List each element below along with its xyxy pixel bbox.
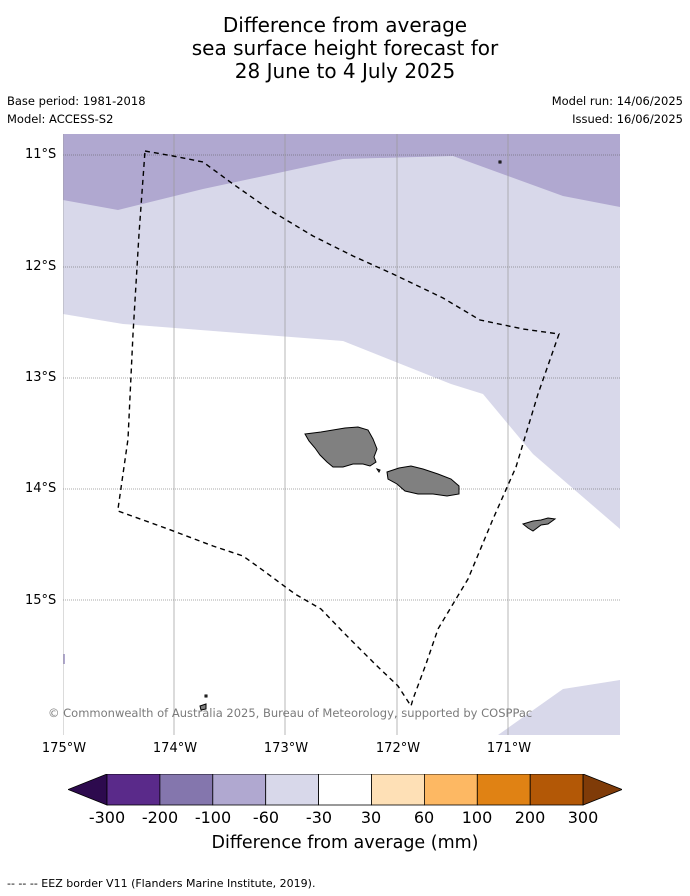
rose-atoll: [199, 703, 207, 711]
latitude-label: 12°S: [25, 259, 57, 274]
colorbar-segment: [529, 774, 584, 806]
colorbar-segment: [423, 774, 478, 806]
colorbar-tick: 200: [514, 808, 546, 827]
colorbar-segment: [265, 774, 319, 806]
colorbar-extend-high: [582, 774, 622, 806]
title-line-3: 28 June to 4 July 2025: [234, 59, 456, 83]
colorbar-tick: 30: [360, 808, 382, 827]
latitude-label: 13°S: [25, 370, 57, 385]
colorbar-tick: 300: [567, 808, 599, 827]
eez-border: [117, 150, 560, 708]
model-text: Model: ACCESS-S2: [7, 112, 114, 126]
colorbar-segment: [159, 774, 214, 806]
latitude-gridlines: [63, 154, 620, 601]
longitude-label: 175°W: [41, 741, 87, 756]
anomaly-zone-west-edge: [63, 654, 65, 664]
upolu-island: [386, 465, 460, 497]
colorbar-segment: [212, 774, 267, 806]
map-canvas: [63, 134, 620, 735]
colorbar-segment: [106, 774, 161, 806]
colorbar-segment: [318, 774, 372, 806]
colorbar-extend-low: [68, 774, 108, 806]
model-run-text: Model run: 14/06/2025: [551, 94, 683, 108]
colorbar-segment: [371, 774, 425, 806]
savaii-island: [304, 426, 378, 468]
latitude-label: 14°S: [25, 481, 57, 496]
colorbar-tick: 60: [413, 808, 435, 827]
longitude-label: 173°W: [263, 741, 309, 756]
title-line-2: sea surface height forecast for: [191, 36, 499, 60]
colorbar: [68, 774, 622, 806]
colorbar-segment: [476, 774, 531, 806]
colorbar-tick: -60: [252, 808, 280, 827]
anomaly-zone-light: [63, 134, 620, 529]
colorbar-tick: -300: [88, 808, 126, 827]
swains-islet: [498, 160, 502, 164]
anomaly-zone-medium: [63, 134, 620, 210]
colorbar-tick: -100: [194, 808, 232, 827]
longitude-gridlines: [63, 134, 509, 735]
latitude-label: 11°S: [25, 147, 57, 162]
colorbar-tick: 100: [461, 808, 493, 827]
land-masses: [199, 160, 557, 711]
tutuila-island: [521, 517, 557, 532]
colorbar-tick: -30: [305, 808, 333, 827]
base-period-text: Base period: 1981-2018: [7, 94, 146, 108]
latitude-label: 15°S: [25, 593, 57, 608]
anomaly-zone-south-east: [498, 680, 620, 735]
sea-level-map: [63, 134, 620, 735]
copyright-text: © Commonwealth of Australia 2025, Bureau…: [48, 706, 533, 720]
colorbar-tick: -200: [141, 808, 179, 827]
colorbar-label: Difference from average (mm): [211, 833, 479, 853]
rose-atoll-islet: [204, 694, 208, 698]
longitude-label: 174°W: [152, 741, 198, 756]
manono-island: [375, 468, 381, 473]
longitude-label: 172°W: [375, 741, 421, 756]
issued-text: Issued: 16/06/2025: [572, 112, 683, 126]
colorbar-segments: [68, 774, 622, 806]
map-title: Difference from average sea surface heig…: [0, 14, 690, 83]
eez-legend-note: -- -- -- EEZ border V11 (Flanders Marine…: [7, 877, 316, 890]
title-line-1: Difference from average: [222, 13, 468, 37]
longitude-label: 171°W: [486, 741, 532, 756]
